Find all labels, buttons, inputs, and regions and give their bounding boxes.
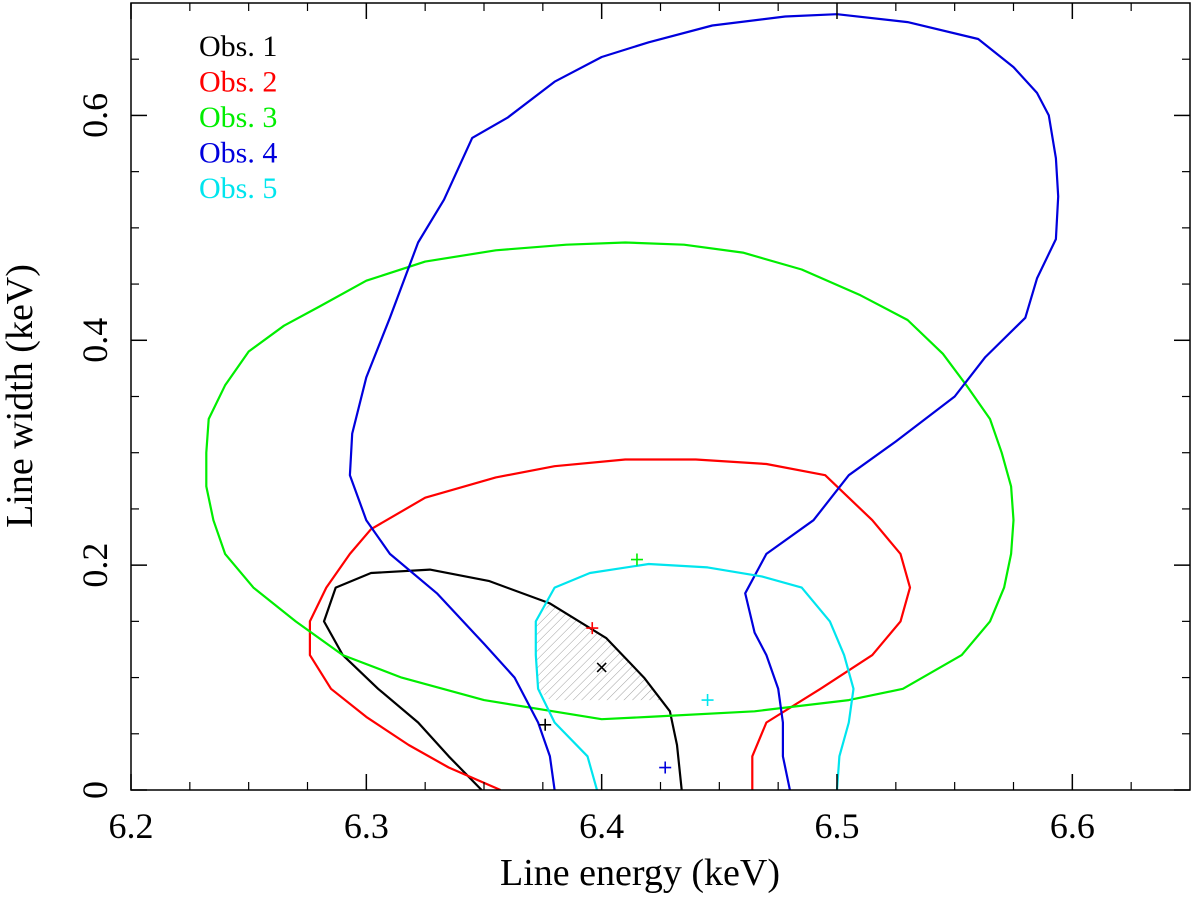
legend-item-obs-3: Obs. 3 xyxy=(199,101,277,134)
y-tick-label: 0.2 xyxy=(75,543,115,588)
best-fit-marker-obs-4 xyxy=(659,761,672,774)
x-tick-label: 6.6 xyxy=(1050,806,1095,846)
contour-obs-1 xyxy=(322,568,683,790)
best-fit-marker-obs-5 xyxy=(701,694,714,707)
best-fit-marker-obs-1 xyxy=(539,718,552,731)
legend-item-obs-4: Obs. 4 xyxy=(199,137,277,170)
y-tick-label: 0.4 xyxy=(75,318,115,363)
x-tick-label: 6.5 xyxy=(815,806,860,846)
contour-obs-2 xyxy=(308,458,912,790)
legend-item-obs-2: Obs. 2 xyxy=(199,66,277,99)
contour-obs-5 xyxy=(534,562,855,790)
legend-item-obs-5: Obs. 5 xyxy=(199,172,277,205)
y-tick-label: 0 xyxy=(75,781,115,799)
legend-item-obs-1: Obs. 1 xyxy=(199,30,277,63)
x-tick-label: 6.3 xyxy=(344,806,389,846)
y-axis-label: Line width (keV) xyxy=(0,264,41,528)
best-fit-marker-obs-3 xyxy=(630,553,643,566)
plot-frame xyxy=(130,2,1191,791)
contour-obs-4 xyxy=(348,13,1060,790)
y-tick-label: 0.6 xyxy=(75,93,115,138)
x-marker-obs-1 xyxy=(596,662,607,673)
best-fit-marker-obs-2 xyxy=(586,622,599,635)
contour-obs-3 xyxy=(205,241,1015,721)
x-tick-label: 6.2 xyxy=(109,806,154,846)
x-tick-label: 6.4 xyxy=(579,806,624,846)
shaded-overlap-region xyxy=(535,603,661,701)
x-axis-label: Line energy (keV) xyxy=(500,852,780,894)
